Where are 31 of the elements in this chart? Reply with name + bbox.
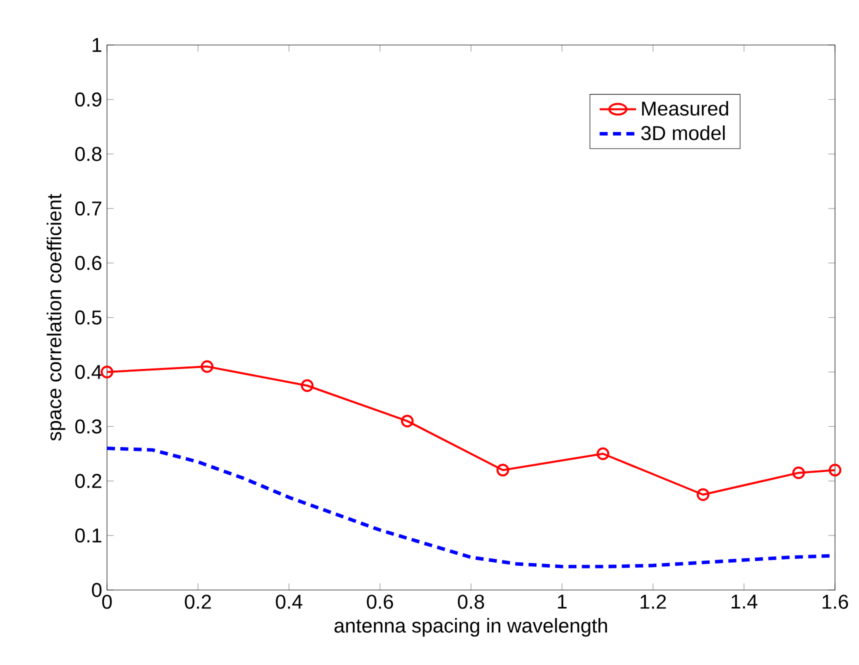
x-tick-label: 1.6 <box>822 594 848 609</box>
point <box>792 466 805 480</box>
x-tick-label: 0.4 <box>276 594 302 609</box>
y-tick-label: 0 <box>92 582 102 598</box>
x-tick-label: 1.2 <box>640 594 666 609</box>
point <box>496 464 510 476</box>
x-tick-label: 0.2 <box>184 594 211 609</box>
y-tick-label: 0.2 <box>75 474 102 488</box>
y-tick-label: 0.8 <box>75 146 102 162</box>
x-tick-label: 1 <box>558 594 567 608</box>
y-tick-label: 0.5 <box>75 310 102 325</box>
y-tick-label: 0.7 <box>75 201 102 216</box>
x-tick-label: 1.4 <box>732 594 758 608</box>
legend-label: 3D model <box>641 125 725 140</box>
x-tick-label: 0.6 <box>366 594 394 609</box>
y-tick-label: 1 <box>92 38 102 52</box>
x-axis-title: antenna spacing in wavelength <box>334 618 607 637</box>
point <box>696 488 710 501</box>
legend-label: Measured <box>642 100 728 116</box>
point <box>596 447 610 460</box>
y-tick-label: 0.1 <box>75 528 102 543</box>
y-axis-title: space correlation coefficient <box>46 194 66 441</box>
y-tick-label: 0.6 <box>75 256 102 270</box>
point <box>300 379 314 392</box>
point <box>400 414 414 428</box>
y-tick-label: 0.9 <box>75 92 102 107</box>
x-tick-label: 0 <box>102 594 112 609</box>
y-tick-label: 0.3 <box>75 419 102 434</box>
point <box>828 464 842 476</box>
x-tick-label: 0.8 <box>458 594 484 609</box>
point <box>200 360 214 373</box>
